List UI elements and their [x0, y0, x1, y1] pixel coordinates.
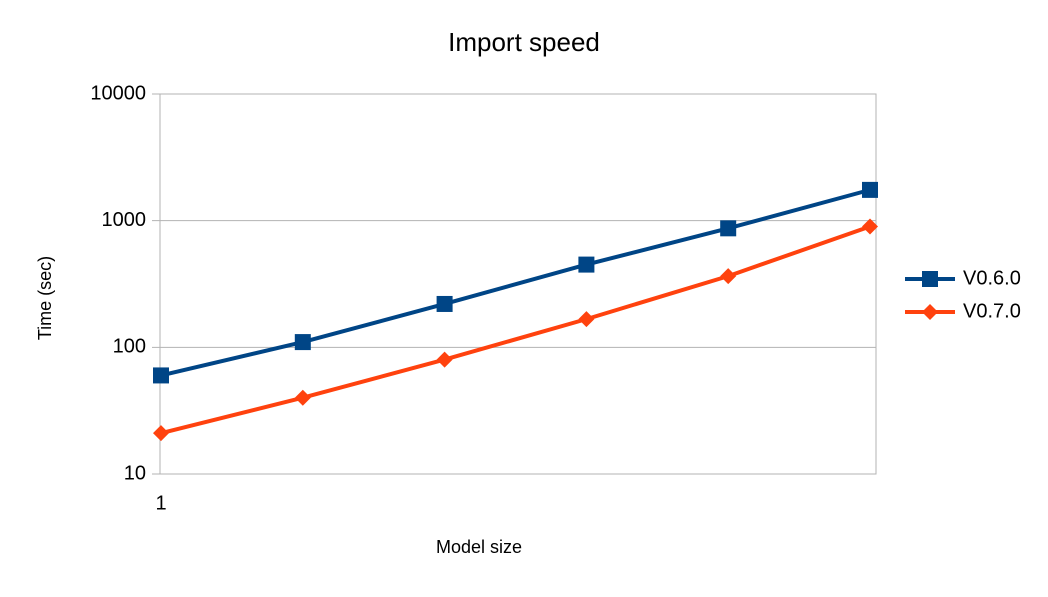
legend-marker [922, 271, 938, 287]
series-line [160, 224, 871, 436]
y-tick-label: 1000 [102, 209, 147, 231]
y-tick-label: 10 [124, 462, 146, 484]
y-tick-label: 10000 [90, 82, 146, 104]
point [720, 268, 737, 285]
series-line [160, 187, 871, 378]
point [153, 425, 169, 442]
chart-title: Import speed [448, 27, 600, 57]
y-tick-label: 100 [113, 336, 146, 358]
point [578, 256, 595, 273]
legend-label: V0.6.0 [963, 267, 1021, 289]
x-axis-label: Model size [436, 537, 522, 557]
point [294, 389, 311, 406]
plot-frame [159, 93, 877, 475]
y-axis-label: Time (sec) [35, 256, 55, 340]
legend-marker [922, 304, 938, 320]
point [294, 334, 311, 351]
point [578, 311, 595, 328]
x-tick-label: 1 [155, 492, 166, 514]
point [153, 367, 169, 384]
point [436, 351, 453, 368]
point [862, 218, 878, 235]
point [436, 295, 453, 312]
point [720, 220, 737, 237]
legend-label: V0.7.0 [963, 300, 1021, 322]
point [862, 181, 878, 198]
